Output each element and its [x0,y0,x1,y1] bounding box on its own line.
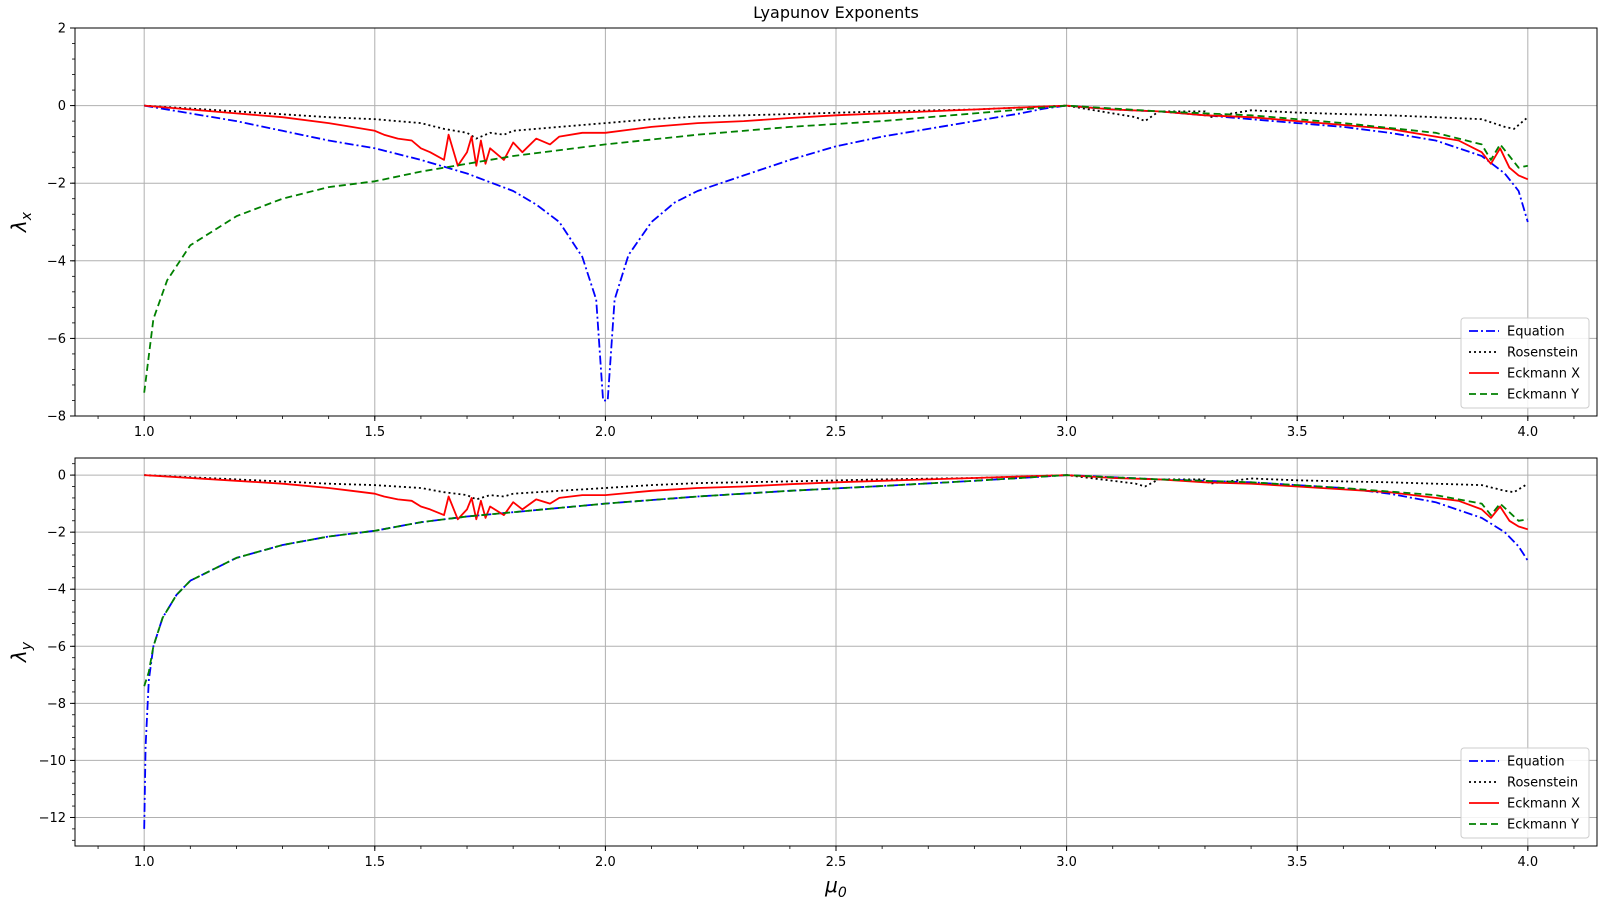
y-tick-label: −6 [47,332,66,347]
x-tick-label: 1.0 [134,425,155,440]
series-line-rosenstein [144,474,1529,501]
x-tick-label: 4.0 [1517,425,1538,440]
x-tick-label: 1.0 [134,855,155,870]
y-tick-label: −2 [47,526,66,541]
y-tick-label: −6 [47,640,66,655]
y-tick-label: −4 [47,583,66,598]
lambda-y-subplot: 1.0 1.5 2.0 2.5 3.0 3.5 4.0 0 −2 −4 −6 −8 −10 −12 λy μ0… [7,457,1598,900]
legend-box [1460,317,1590,409]
chart-title: Lyapunov Exponents [753,3,919,22]
y-tick-label: −8 [47,410,66,425]
legend-label-eckmann-x: Eckmann X [1507,367,1580,382]
x-axis-label: μ0 [824,873,847,900]
legend-label-eckmann-x: Eckmann X [1507,797,1580,812]
x-tick-label: 2.0 [595,425,616,440]
y-axis-label: λy [7,641,35,663]
y-tick-label: 2 [58,22,66,37]
series-line-eckmann-y [143,474,1528,687]
legend-label-equation: Equation [1507,755,1565,770]
x-tick-label: 3.5 [1287,855,1308,870]
y-tick-label: −10 [39,754,66,769]
series-line-eckmann-x [144,474,1529,531]
x-tick-label: 2.5 [826,855,847,870]
legend-label-rosenstein: Rosenstein [1507,776,1578,791]
legend: Equation Rosenstein Eckmann X Eckmann Y [1460,317,1590,409]
x-tick-label: 2.0 [595,855,616,870]
legend-box [1460,747,1590,839]
y-tick-label: −12 [39,811,66,826]
series-line-rosenstein [144,104,1529,140]
x-tick-label: 1.5 [364,855,385,870]
series-line-equation [144,104,1529,402]
y-tick-label: −8 [47,697,66,712]
y-axis-label: λx [7,211,35,233]
legend: Equation Rosenstein Eckmann X Eckmann Y [1460,747,1590,839]
legend-label-eckmann-y: Eckmann Y [1507,388,1579,403]
x-tick-label: 3.0 [1056,855,1077,870]
y-tick-label: 0 [58,469,66,484]
x-tick-label: 4.0 [1517,855,1538,870]
lambda-x-subplot: 1.0 1.5 2.0 2.5 3.0 3.5 4.0 2 0 −2 −4 −6 −8 Lyapunov … [7,3,1598,440]
x-tick-label: 2.5 [826,425,847,440]
series-line-eckmann-y [143,104,1528,393]
x-tick-label: 3.5 [1287,425,1308,440]
y-tick-label: 0 [58,99,66,114]
x-tick-label: 3.0 [1056,425,1077,440]
legend-label-eckmann-y: Eckmann Y [1507,818,1579,833]
x-tick-label: 1.5 [364,425,385,440]
y-tick-label: −2 [47,177,66,192]
y-tick-label: −4 [47,254,66,269]
legend-label-rosenstein: Rosenstein [1507,346,1578,361]
series-line-eckmann-x [144,104,1529,181]
legend-label-equation: Equation [1507,325,1565,340]
